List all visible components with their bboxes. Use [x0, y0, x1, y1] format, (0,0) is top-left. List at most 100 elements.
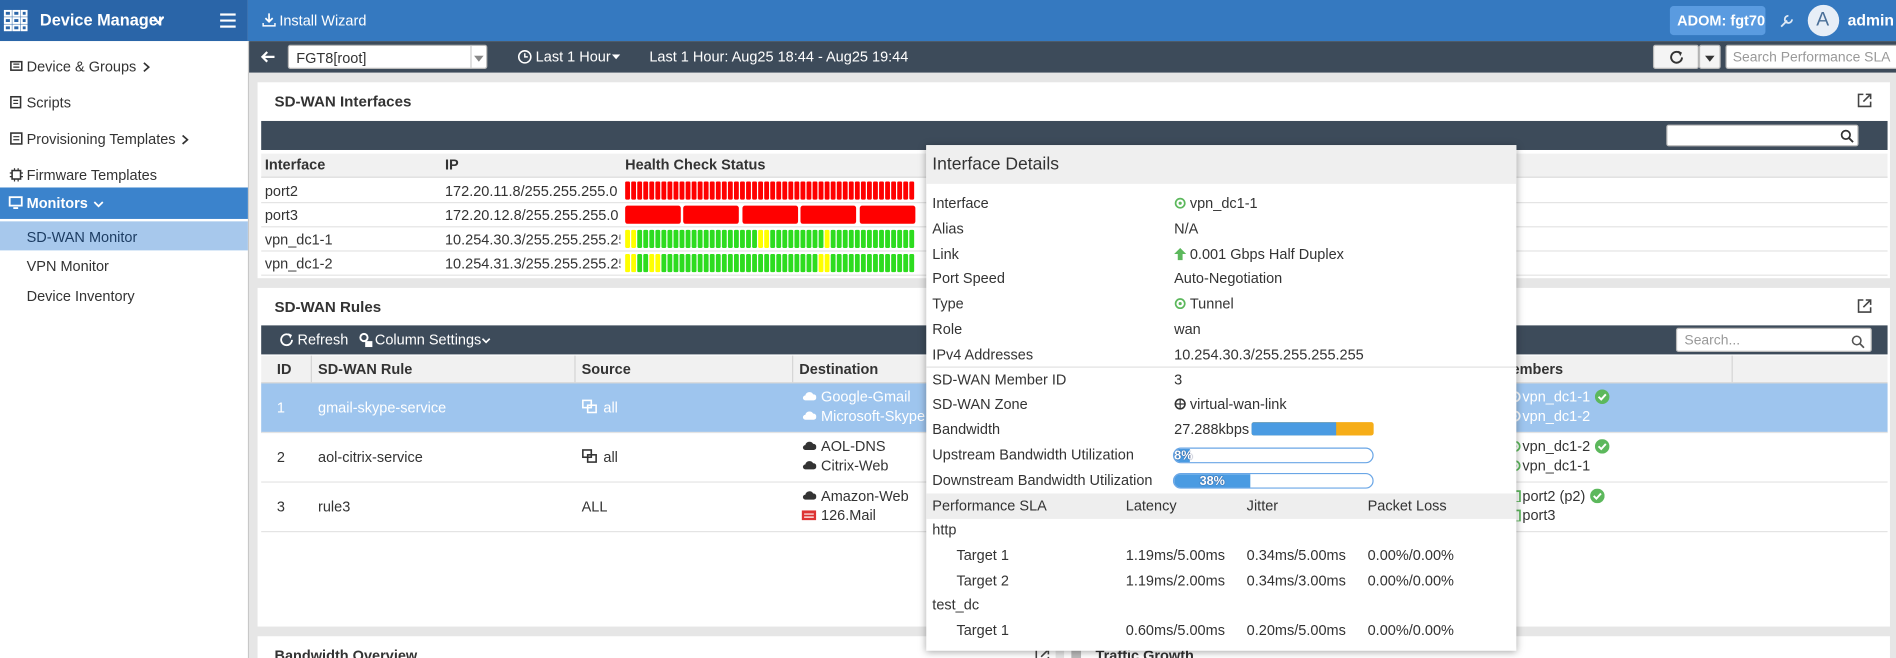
utilization-fill	[1174, 448, 1191, 463]
detail-value: Tunnel	[1189, 295, 1234, 313]
health-segment	[655, 229, 661, 248]
sla-cell: 0.20ms/5.00ms	[1246, 621, 1346, 639]
nav-item[interactable]: Firmware Templates	[26, 166, 157, 184]
health-segment	[770, 229, 776, 248]
health-segment	[794, 229, 800, 248]
caret	[1704, 55, 1715, 62]
nav-icon	[10, 95, 22, 109]
adom-badge[interactable]: ADOM: fgt70	[1669, 6, 1766, 36]
divider	[470, 45, 472, 68]
back-arrow[interactable]	[260, 51, 276, 63]
health-segment	[909, 254, 915, 273]
detail-label: SD-WAN Zone	[932, 396, 1028, 413]
health-segment	[691, 181, 697, 200]
health-segment	[806, 229, 812, 248]
nav-icon	[10, 132, 23, 145]
health-segment	[866, 181, 872, 200]
refresh-button[interactable]: Refresh	[297, 331, 349, 349]
time-range[interactable]: Last 1 Hour	[535, 48, 611, 66]
health-segment	[873, 229, 878, 248]
nav-item[interactable]: Device & Groups	[26, 58, 137, 75]
health-segment	[794, 254, 800, 273]
wrench-icon[interactable]	[1779, 13, 1795, 29]
health-segment	[661, 181, 667, 200]
health-block	[683, 205, 740, 224]
health-segment	[897, 181, 903, 200]
detail-value: vpn_dc1-1	[1189, 194, 1258, 212]
nav-item[interactable]: Scripts	[26, 94, 71, 112]
health-segment	[733, 254, 739, 273]
health-segment	[673, 254, 679, 273]
cell-destination: AOL-DNS	[821, 437, 886, 455]
cell-destination: Microsoft-Skype	[821, 407, 926, 425]
search-placeholder: Search...	[1684, 333, 1741, 349]
user-name[interactable]: admin	[1847, 10, 1894, 30]
nav-icon	[9, 168, 23, 182]
health-segment	[885, 181, 890, 200]
health-segment	[752, 181, 757, 200]
detail-icon	[1174, 298, 1186, 310]
expand-icon[interactable]	[1857, 93, 1872, 108]
health-segment	[679, 254, 685, 273]
column-header: SD-WAN Rule	[318, 360, 413, 378]
detail-label: Interface	[932, 194, 989, 212]
avatar[interactable]: A	[1807, 4, 1840, 37]
refresh-dropdown[interactable]	[1698, 44, 1721, 69]
source-icon	[582, 449, 597, 463]
nav-sub-item[interactable]: VPN Monitor	[26, 257, 109, 275]
health-segment	[637, 229, 643, 248]
status-ok	[1594, 439, 1610, 454]
utilization-label: 38%	[1199, 473, 1225, 489]
refresh-button[interactable]	[1652, 44, 1699, 69]
health-segment	[740, 181, 745, 200]
health-segment	[891, 181, 897, 200]
column-header: Health Check Status	[625, 156, 766, 173]
nav-section[interactable]: Monitors	[0, 187, 248, 219]
health-segment	[637, 254, 643, 273]
sla-cell: Target 2	[956, 571, 1009, 589]
panel-title: SD-WAN Rules	[274, 298, 382, 316]
health-segment	[800, 254, 806, 273]
nav-sub-item[interactable]: SD-WAN Monitor	[26, 228, 138, 246]
detail-label: Link	[932, 245, 959, 262]
device-select[interactable]: FGT8[root]	[287, 44, 488, 69]
column-settings[interactable]: Column Settings	[374, 331, 482, 349]
time-range-detail: Last 1 Hour: Aug25 18:44 - Aug25 19:44	[649, 48, 909, 66]
detail-value: virtual-wan-link	[1189, 396, 1287, 413]
cell: 172.20.11.8/255.255.255.0	[444, 182, 618, 200]
search-sla[interactable]: Search Performance SLA	[1725, 44, 1896, 69]
health-segment	[691, 254, 697, 273]
column-header: Source	[581, 360, 631, 378]
health-segment	[824, 181, 830, 200]
cell: vpn_dc1-2	[264, 255, 333, 273]
health-segment	[764, 229, 770, 248]
health-segment	[885, 254, 890, 273]
health-segment	[764, 254, 770, 273]
column-header: Destination	[799, 360, 879, 378]
health-segment	[685, 181, 691, 200]
search-box[interactable]	[1666, 124, 1859, 147]
app-header: Device Manager	[0, 0, 248, 42]
cell-member: port2 (p2)	[1522, 487, 1586, 505]
health-segment	[891, 229, 897, 248]
app-name[interactable]: Device Manager	[39, 10, 165, 30]
menu-icon[interactable]	[220, 13, 236, 28]
cell: vpn_dc1-1	[264, 231, 333, 248]
expand-icon[interactable]	[1857, 299, 1872, 314]
search-box[interactable]: Search...	[1675, 327, 1872, 352]
health-segment	[631, 181, 637, 200]
health-segment	[715, 229, 721, 248]
sla-cell: Target 1	[956, 546, 1009, 564]
health-segment	[740, 229, 745, 248]
nav-sub-item[interactable]: Device Inventory	[26, 287, 135, 305]
sla-cell: 0.00%/0.00%	[1367, 621, 1454, 639]
status-ok	[1590, 488, 1605, 504]
health-segment	[746, 181, 751, 200]
nav-item[interactable]: Provisioning Templates	[26, 130, 176, 148]
install-wizard[interactable]: Install Wizard	[279, 12, 367, 30]
detail-value: Auto-Negotiation	[1174, 270, 1283, 288]
detail-icon	[1174, 247, 1187, 260]
health-segment	[866, 229, 872, 248]
health-segment	[812, 181, 818, 200]
sla-column-header: Jitter	[1246, 497, 1279, 515]
